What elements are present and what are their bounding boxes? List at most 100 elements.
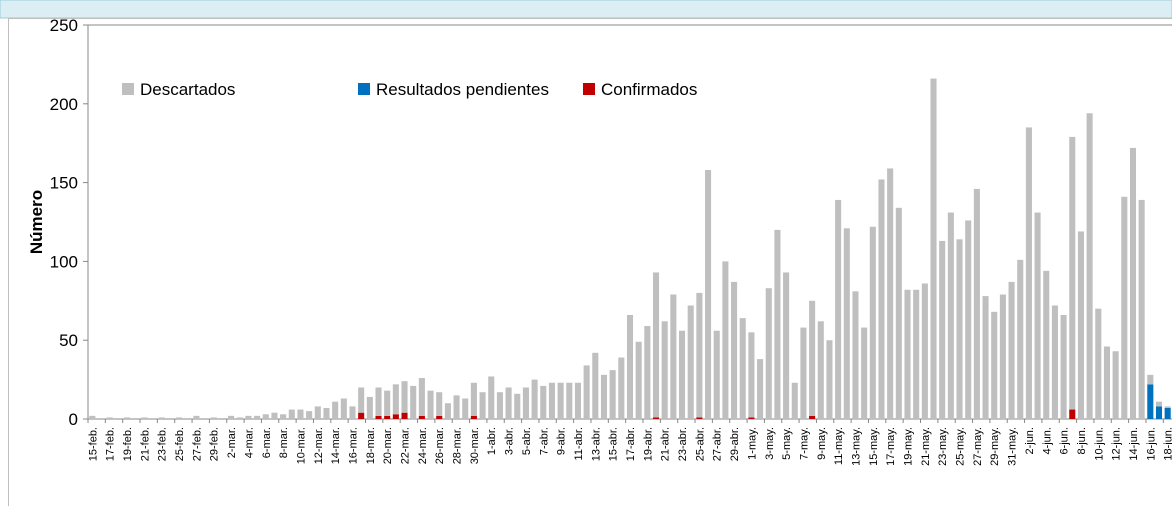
x-tick-label: 28-mar. xyxy=(452,427,464,464)
bar-segment xyxy=(965,220,972,419)
x-tick-label: 7-may. xyxy=(798,427,810,460)
x-tick-label: 29-abr. xyxy=(729,427,741,461)
bar-segment xyxy=(384,390,391,416)
x-tick-label: 13-may. xyxy=(850,427,862,466)
bar-segment xyxy=(470,415,477,419)
x-tick-label: 4-mar. xyxy=(243,427,255,458)
bar-segment xyxy=(600,374,608,419)
bar-segment xyxy=(791,382,798,419)
x-tick-label: 19-may. xyxy=(903,427,915,466)
x-tick-label: 14-mar. xyxy=(330,427,342,464)
bar-segment xyxy=(626,314,634,419)
x-tick-label: 29-feb. xyxy=(209,427,221,461)
bar-segment xyxy=(869,226,876,419)
bar-segment xyxy=(505,387,512,419)
bar-segment xyxy=(852,291,859,419)
bar-segment xyxy=(592,352,599,419)
bar-segment xyxy=(358,412,365,419)
x-tick-label: 31-may. xyxy=(1007,427,1019,466)
bar-segment xyxy=(123,417,131,419)
bar-segment xyxy=(349,406,356,419)
x-tick-label: 21-abr. xyxy=(660,427,672,461)
bar-segment xyxy=(340,398,347,419)
x-tick-label: 13-abr. xyxy=(590,427,602,461)
bar-segment xyxy=(141,417,148,419)
bar-segment xyxy=(366,396,373,419)
legend-swatch xyxy=(583,83,595,95)
bar-segment xyxy=(1086,113,1093,420)
bar-segment xyxy=(705,169,712,419)
bar-segment xyxy=(1138,199,1145,419)
bar-segment xyxy=(522,387,529,419)
x-tick-label: 22-mar. xyxy=(400,427,412,464)
x-tick-label: 25-may. xyxy=(955,427,967,466)
bar-segment xyxy=(1155,401,1163,407)
bar-segment xyxy=(158,417,165,419)
bar-segment xyxy=(991,311,998,419)
x-tick-label: 11-may. xyxy=(833,427,845,465)
bar-segment xyxy=(895,207,902,419)
bar-segment xyxy=(1129,147,1137,420)
legend-label: Confirmados xyxy=(601,80,697,99)
bar-segment xyxy=(817,321,824,419)
bar-segment xyxy=(1060,314,1067,419)
bar-segment xyxy=(618,357,625,419)
bar-segment xyxy=(583,365,590,419)
bar-segment xyxy=(548,382,555,419)
bar-segment xyxy=(748,332,755,418)
bar-segment xyxy=(713,330,720,419)
bar-segment xyxy=(228,415,235,419)
bar-segment xyxy=(765,288,772,419)
bar-segment xyxy=(913,289,920,419)
bar-segment xyxy=(826,340,833,419)
bar-segment xyxy=(436,392,443,416)
bar-segment xyxy=(904,289,911,419)
bar-segment xyxy=(271,412,278,419)
x-tick-label: 16-jun. xyxy=(1145,427,1157,461)
bar-segment xyxy=(800,327,807,419)
y-axis-label: Número xyxy=(27,190,46,254)
x-tick-label: 3-may. xyxy=(764,427,776,460)
x-tick-label: 3-abr. xyxy=(504,427,516,455)
bar-segment xyxy=(488,376,495,419)
bar-segment xyxy=(401,412,408,419)
bar-segment xyxy=(392,414,399,419)
x-tick-label: 19-feb. xyxy=(122,427,134,461)
bar-segment xyxy=(722,261,729,419)
x-tick-label: 8-mar. xyxy=(278,427,290,458)
bar-segment xyxy=(288,409,295,419)
x-tick-label: 15-abr. xyxy=(608,427,620,461)
bar-segment xyxy=(696,292,703,418)
bar-segment xyxy=(809,415,816,419)
bar-segment xyxy=(193,415,200,419)
bar-segment xyxy=(973,188,980,419)
bar-segment xyxy=(1069,409,1076,419)
bar-segment xyxy=(384,415,391,419)
x-tick-label: 17-may. xyxy=(885,427,897,466)
bar-segment xyxy=(375,415,382,419)
header-band xyxy=(0,0,1172,19)
bar-segment xyxy=(783,272,790,419)
x-tick-label: 2-jun. xyxy=(1024,427,1036,455)
legend-label: Descartados xyxy=(140,80,235,99)
bar-segment xyxy=(670,294,677,419)
x-tick-label: 14-jun. xyxy=(1128,427,1140,461)
x-tick-label: 25-feb. xyxy=(174,427,186,461)
bar-segment xyxy=(531,379,538,419)
x-tick-label: 7-abr. xyxy=(538,427,550,455)
bar-segment xyxy=(262,414,269,419)
bar-segment xyxy=(1095,308,1102,419)
x-tick-label: 26-mar. xyxy=(434,427,446,464)
bar-segment xyxy=(809,300,816,416)
bar-segment xyxy=(436,415,443,419)
bar-segment xyxy=(401,381,408,413)
bar-segment xyxy=(696,417,703,419)
bar-segment xyxy=(757,359,764,419)
y-tick-label: 200 xyxy=(50,95,78,114)
x-tick-label: 11-abr. xyxy=(573,427,585,460)
bar-segment xyxy=(566,382,573,419)
x-tick-label: 21-may. xyxy=(920,427,932,466)
bar-segment xyxy=(835,199,842,419)
y-tick-label: 150 xyxy=(50,174,78,193)
x-tick-label: 16-mar. xyxy=(347,427,359,464)
